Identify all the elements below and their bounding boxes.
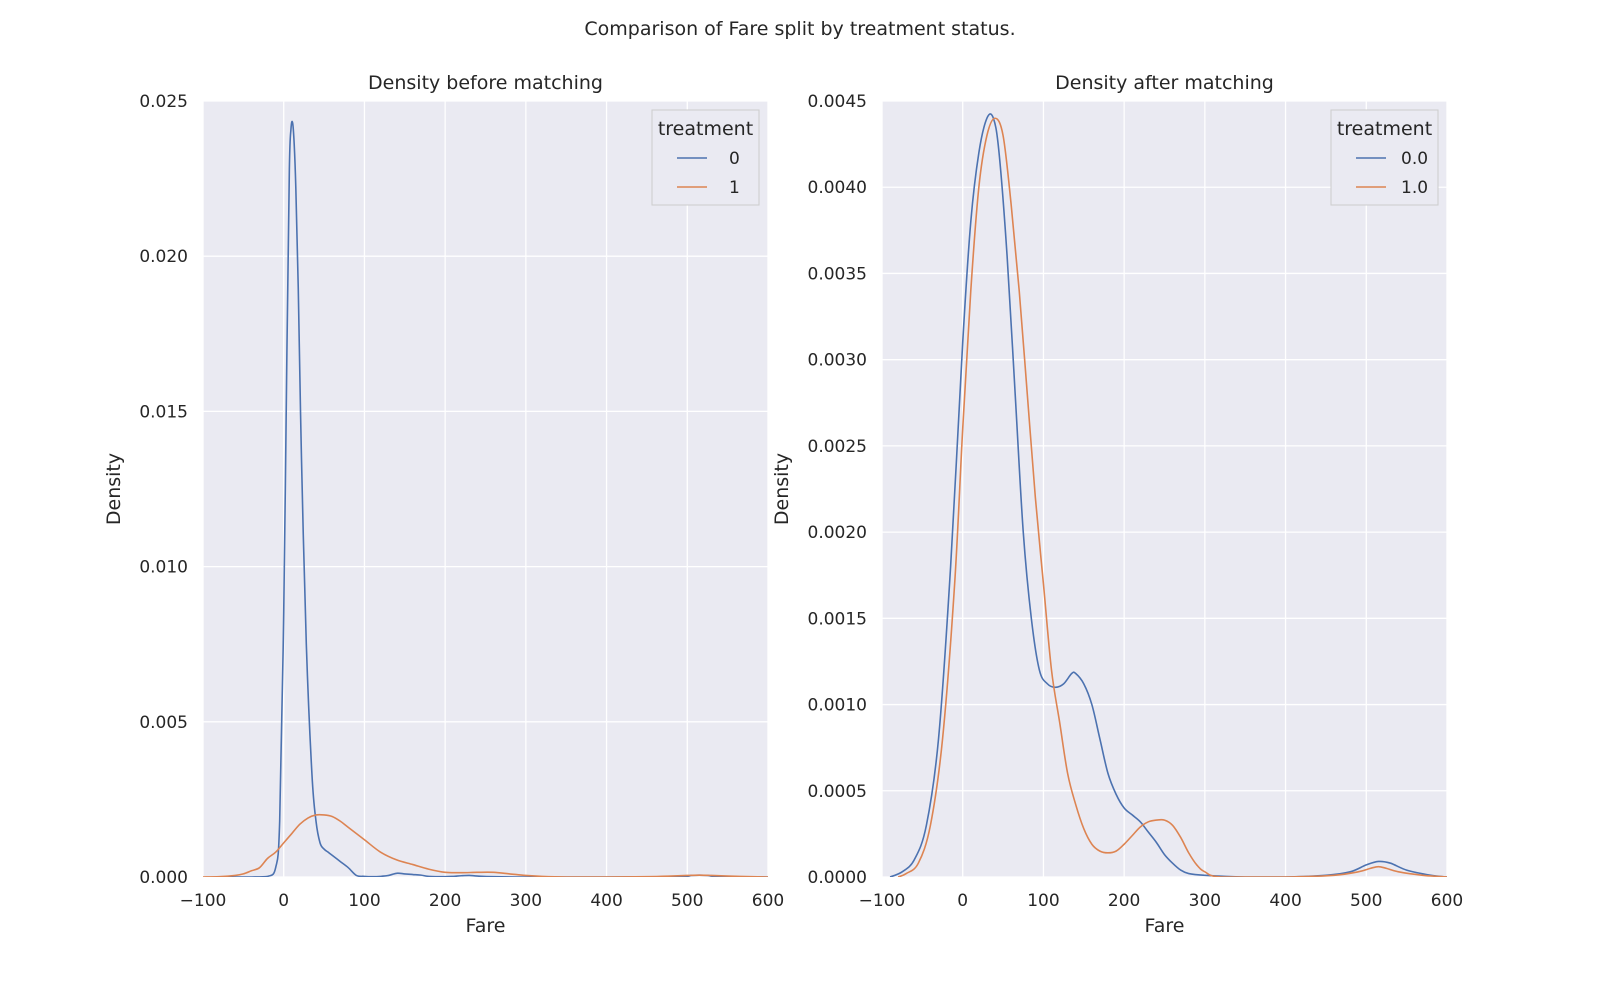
series-group xyxy=(889,113,1447,877)
x-tick-label: 600 xyxy=(1431,891,1463,911)
legend-label: 1.0 xyxy=(1401,178,1428,198)
series-line-1 xyxy=(203,813,768,877)
y-tick-label: 0.015 xyxy=(139,402,188,422)
x-axis-label: Fare xyxy=(1145,915,1185,937)
panel-before-matching: −100 0 100 200 300 400 500 600 0.000 0.005 0.010 0.… xyxy=(103,72,784,937)
x-tick-label: 100 xyxy=(1027,891,1059,911)
x-tick-label: 200 xyxy=(429,891,461,911)
y-axis-label: Density xyxy=(771,453,793,525)
y-tick-label: 0.0015 xyxy=(808,609,867,629)
legend-label: 1 xyxy=(729,178,740,198)
y-tick-label: 0.0020 xyxy=(808,523,867,543)
x-tick-label: −100 xyxy=(180,891,227,911)
y-tick-label: 0.005 xyxy=(139,713,188,733)
x-tick-label: 600 xyxy=(752,891,784,911)
x-tick-label: 500 xyxy=(671,891,703,911)
legend: treatment 0 1 xyxy=(651,109,760,206)
plot-background xyxy=(882,101,1447,877)
figure-suptitle: Comparison of Fare split by treatment st… xyxy=(584,18,1015,40)
x-tick-label: 100 xyxy=(348,891,380,911)
y-tick-label: 0.0010 xyxy=(808,696,867,716)
y-tick-label: 0.000 xyxy=(139,868,188,888)
x-tick-label: 200 xyxy=(1108,891,1140,911)
y-tick-label: 0.020 xyxy=(139,247,188,267)
series-line-0.0 xyxy=(889,113,1447,877)
legend-label: 0.0 xyxy=(1401,149,1428,169)
legend-label: 0 xyxy=(729,149,740,169)
y-tick-label: 0.0035 xyxy=(808,264,867,284)
x-tick-label: 300 xyxy=(1189,891,1221,911)
series-line-1.0 xyxy=(897,117,1447,877)
y-tick-label: 0.0030 xyxy=(808,351,867,371)
series-group xyxy=(203,120,768,877)
legend-title: treatment xyxy=(1337,118,1432,140)
plot-background xyxy=(203,101,768,877)
x-tick-label: 400 xyxy=(1269,891,1301,911)
y-tick-label: 0.010 xyxy=(139,558,188,578)
x-tick-label: 400 xyxy=(590,891,622,911)
panel-after-matching: −100 0 100 200 300 400 500 600 0.0000 0.0005 0.001… xyxy=(771,72,1463,937)
x-tick-label: −100 xyxy=(859,891,906,911)
panel-title: Density before matching xyxy=(368,72,603,94)
legend: treatment 0.0 1.0 xyxy=(1330,109,1439,206)
y-tick-label: 0.0005 xyxy=(808,782,867,802)
y-axis-label: Density xyxy=(103,453,125,525)
y-tick-label: 0.0045 xyxy=(808,92,867,112)
y-tick-label: 0.0025 xyxy=(808,437,867,457)
y-tick-label: 0.025 xyxy=(139,92,188,112)
x-tick-label: 0 xyxy=(278,891,289,911)
series-line-0 xyxy=(219,120,768,877)
legend-title: treatment xyxy=(658,118,753,140)
x-tick-label: 0 xyxy=(957,891,968,911)
x-axis-label: Fare xyxy=(466,915,506,937)
y-tick-label: 0.0040 xyxy=(808,178,867,198)
x-tick-label: 500 xyxy=(1350,891,1382,911)
y-tick-label: 0.0000 xyxy=(808,868,867,888)
x-tick-label: 300 xyxy=(510,891,542,911)
panel-title: Density after matching xyxy=(1055,72,1274,94)
